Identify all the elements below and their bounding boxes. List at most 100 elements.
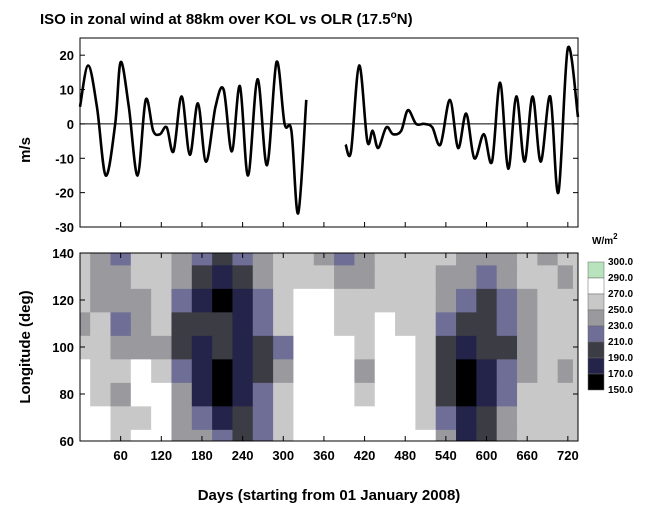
legend-swatch <box>587 309 605 327</box>
heatmap-cell <box>191 264 213 289</box>
heatmap-cell <box>354 253 376 266</box>
y-axis-label: m/s <box>17 137 34 163</box>
legend-level-label: 270.0 <box>608 289 633 300</box>
y-tick-label: -30 <box>55 220 74 235</box>
heatmap-cell <box>395 405 416 430</box>
heatmap-cell <box>252 358 274 383</box>
heatmap-cell <box>537 253 559 266</box>
legend-swatch <box>587 373 605 391</box>
color-legend: W/m2 300.0 290.0 270.0 250.0 230.0 210.0 190.0… <box>587 232 633 396</box>
heatmap-cell <box>130 264 152 289</box>
heatmap-cell <box>80 335 91 360</box>
heatmap-cell <box>572 264 578 289</box>
heatmap-cell <box>80 382 91 407</box>
heatmap-cell <box>130 405 152 430</box>
heatmap-cell <box>130 382 152 407</box>
heatmap-cell <box>435 311 457 336</box>
heatmap-cell <box>232 358 254 383</box>
heatmap-cell <box>90 405 112 430</box>
heatmap-cell <box>130 311 152 336</box>
heatmap-cell <box>476 335 498 360</box>
legend-level-label: 170.0 <box>608 369 633 380</box>
heatmap-cell <box>415 335 437 360</box>
heatmap-cell <box>90 288 112 313</box>
legend-level-label: 230.0 <box>608 321 633 332</box>
heatmap-cell <box>212 288 234 313</box>
heatmap-cell <box>212 253 234 266</box>
heatmap-cell <box>334 311 356 336</box>
heatmap-cell <box>435 288 457 313</box>
heatmap-cell <box>456 405 477 430</box>
heatmap-cell <box>252 382 274 407</box>
x-tick-label: 660 <box>516 448 538 463</box>
x-tick-label: 420 <box>354 448 376 463</box>
heatmap-cell <box>171 264 193 289</box>
heatmap-cell <box>110 382 132 407</box>
heatmap-cell <box>191 405 213 430</box>
heatmap-cell <box>273 382 295 407</box>
heatmap-cell <box>232 253 254 266</box>
heatmap-cell <box>191 253 213 266</box>
heatmap-cell <box>354 288 376 313</box>
x-tick-label: 120 <box>150 448 172 463</box>
heatmap-cell <box>313 253 335 266</box>
heatmap-cell <box>80 311 91 336</box>
x-tick-label: 180 <box>191 448 213 463</box>
heatmap-cell <box>212 405 234 430</box>
heatmap-cell <box>90 429 112 441</box>
heatmap-cell <box>313 429 335 441</box>
heatmap-cell <box>435 382 457 407</box>
heatmap-cell <box>415 382 437 407</box>
heatmap-cell <box>293 335 315 360</box>
heatmap-cell <box>435 405 457 430</box>
heatmap-cell <box>273 335 295 360</box>
heatmap-cell <box>517 311 538 336</box>
legend-swatch <box>587 341 605 359</box>
legend-level-label: 150.0 <box>608 385 633 396</box>
heatmap-cell <box>90 311 112 336</box>
heatmap-cell <box>151 335 173 360</box>
y-tick-label: 80 <box>60 387 74 402</box>
y-tick-label: 100 <box>52 340 74 355</box>
heatmap-cell <box>572 405 578 430</box>
heatmap-cell <box>496 335 518 360</box>
heatmap-cell <box>273 264 295 289</box>
heatmap-cell <box>415 288 437 313</box>
y-tick-label: -10 <box>55 151 74 166</box>
heatmap-cell <box>415 253 437 266</box>
heatmap-cell <box>557 405 574 430</box>
y-tick-label: 140 <box>52 246 74 261</box>
heatmap-cell <box>293 405 315 430</box>
heatmap-cell <box>334 253 356 266</box>
heatmap-cell <box>80 358 91 383</box>
heatmap-cell <box>232 311 254 336</box>
heatmap-cell <box>537 358 559 383</box>
heatmap-cell <box>171 335 193 360</box>
heatmap-cell <box>557 382 574 407</box>
heatmap-cell <box>273 405 295 430</box>
heatmap-cell <box>374 288 396 313</box>
heatmap-cell <box>476 288 498 313</box>
heatmap-cell <box>354 264 376 289</box>
heatmap-cell <box>572 311 578 336</box>
heatmap-cell <box>557 429 574 441</box>
heatmap-cell <box>334 382 356 407</box>
heatmap-cell <box>572 429 578 441</box>
x-tick-label: 60 <box>113 448 127 463</box>
x-tick-label: 720 <box>557 448 579 463</box>
heatmap-cell <box>313 382 335 407</box>
y-tick-label: 20 <box>60 48 74 63</box>
heatmap-cell <box>415 405 437 430</box>
heatmap-cell <box>496 405 518 430</box>
heatmap-cell <box>557 253 574 266</box>
heatmap-cell <box>476 405 498 430</box>
heatmap-cell <box>191 335 213 360</box>
heatmap-cell <box>273 358 295 383</box>
heatmap-cell <box>191 429 213 441</box>
heatmap-cell <box>171 382 193 407</box>
series-line <box>344 45 580 194</box>
heatmap-cell <box>80 264 91 289</box>
heatmap-cell <box>293 288 315 313</box>
y-axis-ticks-heatmap: 60 80 100 120 140 <box>52 246 578 449</box>
